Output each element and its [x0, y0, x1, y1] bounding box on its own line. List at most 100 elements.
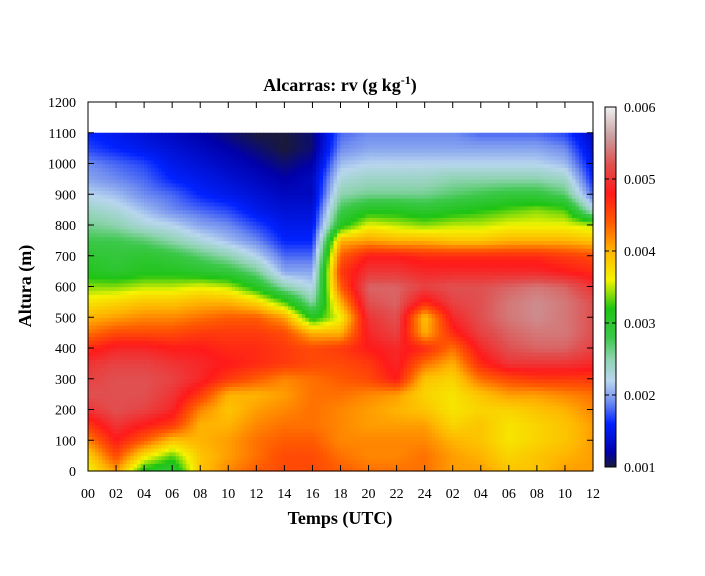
- heatmap-cell: [259, 394, 264, 399]
- heatmap-cell: [515, 421, 520, 426]
- heatmap-cell: [582, 447, 587, 453]
- heatmap-cell: [326, 424, 331, 430]
- heatmap-cell: [256, 459, 261, 464]
- heatmap-cell: [389, 351, 394, 357]
- heatmap-cell: [529, 359, 534, 364]
- heatmap-cell: [259, 382, 264, 388]
- heatmap-cell: [263, 348, 268, 353]
- heatmap-cell: [529, 413, 534, 418]
- heatmap-cell: [533, 355, 538, 361]
- heatmap-cell: [368, 428, 373, 434]
- heatmap-cell: [235, 401, 240, 407]
- heatmap-cell: [491, 440, 496, 445]
- heatmap-cell: [452, 374, 457, 380]
- heatmap-cell: [515, 451, 520, 457]
- heatmap-cell: [291, 436, 296, 441]
- heatmap-cell: [571, 440, 577, 445]
- heatmap-cell: [151, 355, 156, 361]
- heatmap-cell: [217, 444, 222, 449]
- heatmap-cell: [273, 455, 278, 461]
- heatmap-cell: [533, 440, 538, 445]
- heatmap-cell: [400, 340, 405, 345]
- heatmap-cell: [487, 451, 492, 457]
- heatmap-cell: [463, 467, 468, 472]
- heatmap-cell: [578, 409, 584, 414]
- heatmap-cell: [351, 432, 356, 437]
- heatmap-cell: [396, 421, 401, 426]
- heatmap-cell: [407, 348, 412, 353]
- heatmap-cell: [95, 340, 100, 345]
- heatmap-cell: [319, 421, 324, 426]
- heatmap-cell: [431, 455, 436, 461]
- heatmap-cell: [459, 344, 464, 349]
- heatmap-cell: [533, 390, 538, 395]
- heatmap-cell: [550, 382, 556, 388]
- heatmap-cell: [449, 413, 454, 418]
- heatmap-cell: [130, 421, 135, 426]
- heatmap-cell: [259, 378, 264, 384]
- heatmap-cell: [88, 401, 93, 407]
- heatmap-cell: [214, 344, 219, 349]
- heatmap-cell: [393, 424, 398, 430]
- heatmap-cell: [568, 428, 573, 434]
- heatmap-cell: [98, 424, 103, 430]
- heatmap-cell: [196, 378, 201, 384]
- heatmap-cell: [575, 340, 580, 345]
- heatmap-cell: [484, 378, 489, 384]
- heatmap-cell: [554, 340, 559, 345]
- heatmap-cell: [526, 348, 531, 353]
- heatmap-cell: [550, 351, 556, 357]
- heatmap-cell: [568, 367, 573, 372]
- heatmap-cell: [372, 432, 377, 437]
- heatmap-cell: [512, 355, 517, 361]
- heatmap-cell: [182, 367, 187, 372]
- heatmap-cell: [175, 440, 180, 445]
- heatmap-cell: [221, 401, 226, 407]
- heatmap-cell: [571, 432, 577, 437]
- heatmap-cell: [88, 359, 93, 364]
- heatmap-cell: [344, 397, 349, 403]
- heatmap-cell: [358, 390, 363, 395]
- heatmap-cell: [228, 336, 233, 341]
- heatmap-cell: [351, 463, 356, 468]
- heatmap-cell: [238, 440, 243, 445]
- heatmap-cell: [322, 455, 328, 461]
- heatmap-cell: [308, 378, 314, 384]
- heatmap-cell: [263, 374, 268, 380]
- heatmap-cell: [256, 440, 261, 445]
- heatmap-cell: [287, 459, 293, 464]
- heatmap-cell: [428, 382, 433, 388]
- heatmap-cell: [322, 363, 328, 368]
- heatmap-cell: [501, 432, 506, 437]
- heatmap-cell: [386, 390, 391, 395]
- heatmap-cell: [477, 444, 482, 449]
- heatmap-cell: [130, 401, 135, 407]
- heatmap-cell: [193, 386, 198, 391]
- heatmap-cell: [133, 401, 138, 407]
- heatmap-cell: [473, 455, 478, 461]
- heatmap-cell: [368, 401, 373, 407]
- heatmap-cell: [102, 455, 107, 461]
- heatmap-cell: [203, 355, 208, 361]
- heatmap-cell: [196, 447, 201, 453]
- heatmap-cell: [214, 463, 219, 468]
- heatmap-cell: [161, 459, 166, 464]
- heatmap-cell: [242, 428, 247, 434]
- heatmap-cell: [508, 467, 513, 472]
- heatmap-cell: [182, 409, 187, 414]
- heatmap-cell: [326, 432, 331, 437]
- heatmap-cell: [491, 428, 496, 434]
- heatmap-cell: [417, 459, 422, 464]
- heatmap-cell: [494, 424, 499, 430]
- heatmap-cell: [291, 432, 296, 437]
- heatmap-cell: [435, 455, 440, 461]
- heatmap-cell: [214, 378, 219, 384]
- heatmap-cell: [123, 421, 128, 426]
- heatmap-cell: [449, 363, 454, 368]
- heatmap-cell: [277, 432, 282, 437]
- heatmap-cell: [396, 348, 401, 353]
- heatmap-cell: [294, 348, 300, 353]
- heatmap-cell: [151, 401, 156, 407]
- heatmap-cell: [351, 421, 356, 426]
- heatmap-cell: [438, 447, 443, 453]
